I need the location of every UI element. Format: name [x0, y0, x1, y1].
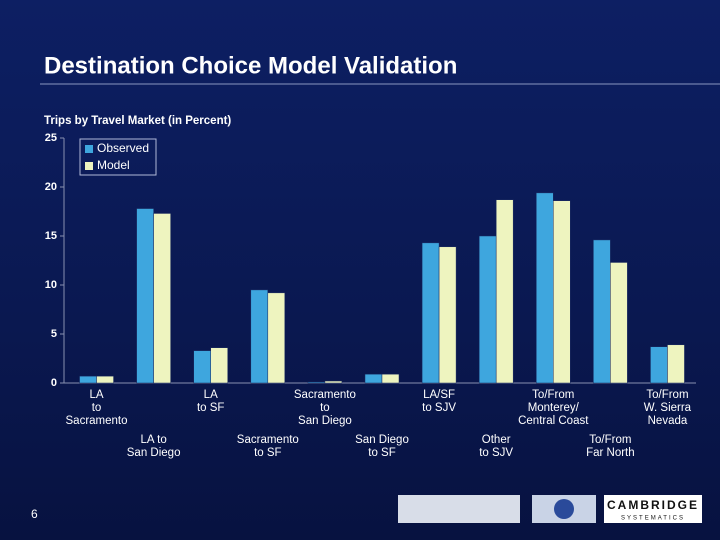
bar — [610, 262, 628, 384]
bar — [324, 380, 343, 384]
bar — [536, 192, 554, 384]
bar — [650, 346, 668, 384]
x-tick-label: San Diego to SF — [355, 434, 409, 459]
legend-label: Observed — [97, 141, 149, 155]
x-tick-label: LA/SF to SJV — [422, 389, 457, 414]
logo-text: SYSTEMATICS — [621, 516, 685, 522]
bar — [593, 239, 611, 384]
x-tick-label: Other to SJV — [479, 434, 514, 459]
x-tick-label: Sacramento to SF — [236, 434, 299, 459]
bar — [136, 208, 154, 384]
bar — [364, 373, 383, 384]
bar — [79, 375, 97, 384]
legend-swatch — [85, 145, 93, 153]
logo-california — [398, 495, 520, 523]
x-tick-label: Sacramento to San Diego — [293, 389, 356, 427]
bar — [210, 347, 228, 384]
bar — [267, 292, 286, 384]
bar — [193, 350, 211, 384]
bar — [381, 373, 400, 384]
slide-title: Destination Choice Model Validation — [44, 52, 457, 79]
y-tick-label: 15 — [45, 230, 57, 242]
bar — [478, 235, 497, 384]
x-tick-label: LA to San Diego — [126, 434, 181, 459]
legend-box — [79, 138, 157, 176]
x-tick-label: To/From W. Sierra Nevada — [643, 389, 692, 427]
bar — [250, 289, 269, 384]
bar — [421, 242, 440, 384]
y-tick-label: 5 — [51, 328, 57, 340]
logo-m-circle — [554, 499, 574, 519]
x-tick-label: To/From Far North — [586, 434, 635, 459]
bar — [153, 213, 171, 384]
legend-label: Model — [97, 158, 130, 172]
logo-text: CAMBRIDGE — [607, 498, 699, 512]
bar — [438, 246, 457, 384]
x-tick-label: LA to Sacramento — [65, 389, 128, 427]
x-tick-label: To/From Monterey/ Central Coast — [518, 389, 589, 427]
bar — [307, 381, 326, 384]
y-tick-label: 0 — [51, 377, 57, 389]
y-tick-label: 25 — [45, 132, 57, 144]
bar — [495, 199, 514, 384]
page-number: 6 — [31, 507, 38, 521]
logo-cambridge — [604, 495, 702, 523]
legend-swatch — [85, 162, 93, 170]
chart-title: Trips by Travel Market (in Percent) — [44, 115, 231, 127]
x-tick-label: LA to SF — [196, 389, 225, 414]
y-tick-label: 20 — [45, 181, 57, 193]
bar — [553, 200, 571, 384]
y-tick-label: 10 — [45, 279, 57, 291]
bar — [667, 344, 685, 384]
bar — [96, 375, 114, 384]
